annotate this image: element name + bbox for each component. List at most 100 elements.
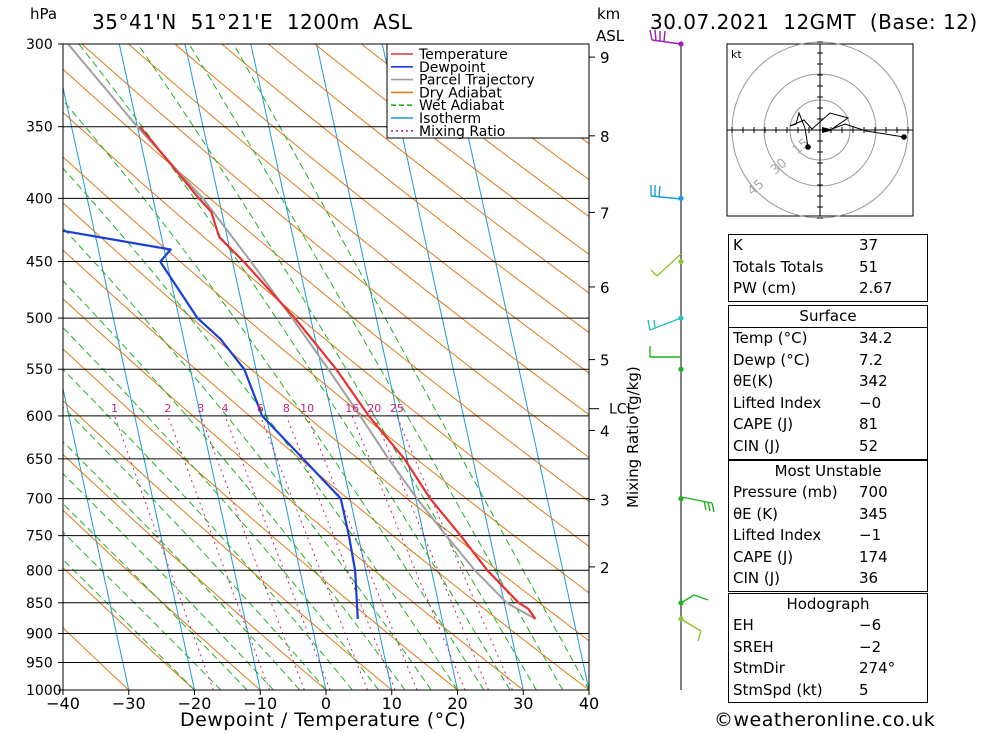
wind-level-dot [678, 366, 684, 372]
km-label: km [597, 5, 621, 23]
y-tick-label: 700 [26, 492, 53, 508]
x-tick-label: 30 [513, 694, 533, 713]
legend-label: Isotherm [419, 111, 481, 127]
x-axis-label: Dewpoint / Temperature (°C) [180, 709, 467, 731]
lcl-label: LCL [609, 402, 635, 418]
isotherm-line [381, 44, 524, 690]
legend-label: Dewpoint [419, 60, 486, 76]
chart-series [63, 44, 537, 620]
datetime-title: 30.07.2021 12GMT (Base: 12) [650, 10, 978, 34]
isotherm-line [316, 44, 458, 690]
dry-adiabat-line [63, 111, 589, 548]
mixing-ratio-label: 1 [111, 402, 118, 415]
x-tick-label: −30 [112, 694, 146, 713]
dry-adiabat-line [63, 298, 524, 690]
hodograph-start-dot [805, 144, 811, 150]
wind-level-dot [678, 600, 684, 606]
legend-box [386, 43, 590, 139]
hodograph-end-dot [901, 134, 907, 140]
y-tick-label: 750 [26, 529, 53, 545]
wind-barb [680, 496, 715, 513]
wet-adiabat-line [63, 441, 301, 690]
dry-adiabat-line [267, 44, 589, 294]
y-tick-label: 850 [26, 596, 53, 612]
x-tick-label: −40 [46, 694, 80, 713]
mixing-ratio-label: 16 [345, 402, 359, 415]
mixing-ratio-line [114, 415, 214, 690]
legend-label: Dry Adiabat [419, 85, 502, 101]
location-title: 35°41'N 51°21'E 1200m ASL [92, 10, 413, 34]
wet-adiabat-line [63, 227, 432, 690]
x-tick-label: 10 [382, 694, 402, 713]
hpa-label: hPa [30, 5, 58, 23]
wind-barb [649, 346, 681, 358]
dry-adiabat-line [314, 44, 589, 255]
mixing-ratio-label: 10 [300, 402, 314, 415]
wind-barb [650, 253, 682, 277]
dry-adiabat-line [221, 44, 589, 334]
wind-level-dot [678, 496, 684, 502]
wet-adiabat-line [188, 44, 564, 690]
wind-level-dot [678, 195, 684, 201]
y-tick-label: 650 [26, 452, 53, 468]
y-tick-label: 550 [26, 362, 53, 378]
y-tick-label: 300 [26, 37, 53, 53]
y-tick-label: 350 [26, 120, 53, 136]
y-tick-label: 450 [26, 255, 53, 271]
wind-barb [680, 618, 702, 642]
chart-grid [63, 44, 589, 690]
km-tick-label: 4 [600, 422, 610, 440]
dry-adiabat-line [63, 567, 195, 690]
wet-adiabat-line [63, 531, 222, 690]
y-tick-label: 400 [26, 191, 53, 207]
x-tick-label: 40 [579, 694, 599, 713]
mixing-ratio-label: 6 [257, 402, 264, 415]
x-tick-label: −10 [243, 694, 277, 713]
km-tick-label: 8 [600, 128, 610, 146]
legend-label: Parcel Trajectory [419, 73, 535, 89]
surface-title: Surface [729, 306, 927, 328]
wind-barb [649, 29, 682, 45]
dewpoint-line [63, 229, 359, 620]
wet-adiabat-line [63, 502, 248, 690]
wet-adiabat-line [63, 558, 195, 690]
dry-adiabat-line [63, 626, 130, 690]
hodograph-trace [789, 111, 905, 148]
mixing-ratio-label: 4 [222, 402, 229, 415]
wind-barb [680, 594, 709, 604]
isotherm-line [447, 44, 589, 690]
mixing-ratio-label: 2 [164, 402, 171, 415]
wind-barb [647, 317, 682, 331]
x-tick-label: 0 [321, 694, 331, 713]
hodograph-stats-panel: Hodograph EH −6 SREH −2 StmDir 274° StmSpd … [728, 593, 928, 703]
most-unstable-title: Most Unstable [774, 462, 882, 480]
dry-adiabat-line [63, 249, 589, 690]
asl-label: ASL [596, 27, 625, 45]
index-row: K 37 [733, 236, 879, 254]
wet-adiabat-line [78, 44, 511, 690]
y-tick-label: 1000 [26, 683, 62, 699]
mixing-ratio-axis-label: Mixing Ratio (g/kg) [624, 366, 642, 508]
km-tick-label: 9 [600, 49, 610, 67]
km-tick-label: 3 [600, 491, 610, 509]
mixing-ratio-line [306, 415, 418, 690]
legend-label: Mixing Ratio [419, 124, 505, 140]
mixing-ratio-label: 25 [390, 402, 404, 415]
mixing-ratio-label: 3 [197, 402, 204, 415]
surface-panel: Surface Temp (°C) 34.2 Dewp (°C) 7.2 θE(K)… [728, 305, 928, 460]
dry-adiabat-line [63, 509, 261, 690]
wet-adiabat-line [63, 472, 274, 690]
x-tick-label: 20 [447, 694, 467, 713]
index-row: PW (cm) 2.67 [733, 279, 893, 297]
wet-adiabat-line [137, 44, 537, 690]
mixing-ratio-line [285, 415, 396, 690]
wind-barb [650, 185, 682, 200]
km-tick-label: 5 [600, 352, 610, 370]
temperature-line [139, 126, 537, 620]
mixing-ratio-label: 8 [283, 402, 290, 415]
y-tick-label: 950 [26, 655, 53, 671]
wind-level-dot [678, 616, 684, 622]
copyright-link[interactable]: ©weatheronline.co.uk [714, 709, 936, 731]
